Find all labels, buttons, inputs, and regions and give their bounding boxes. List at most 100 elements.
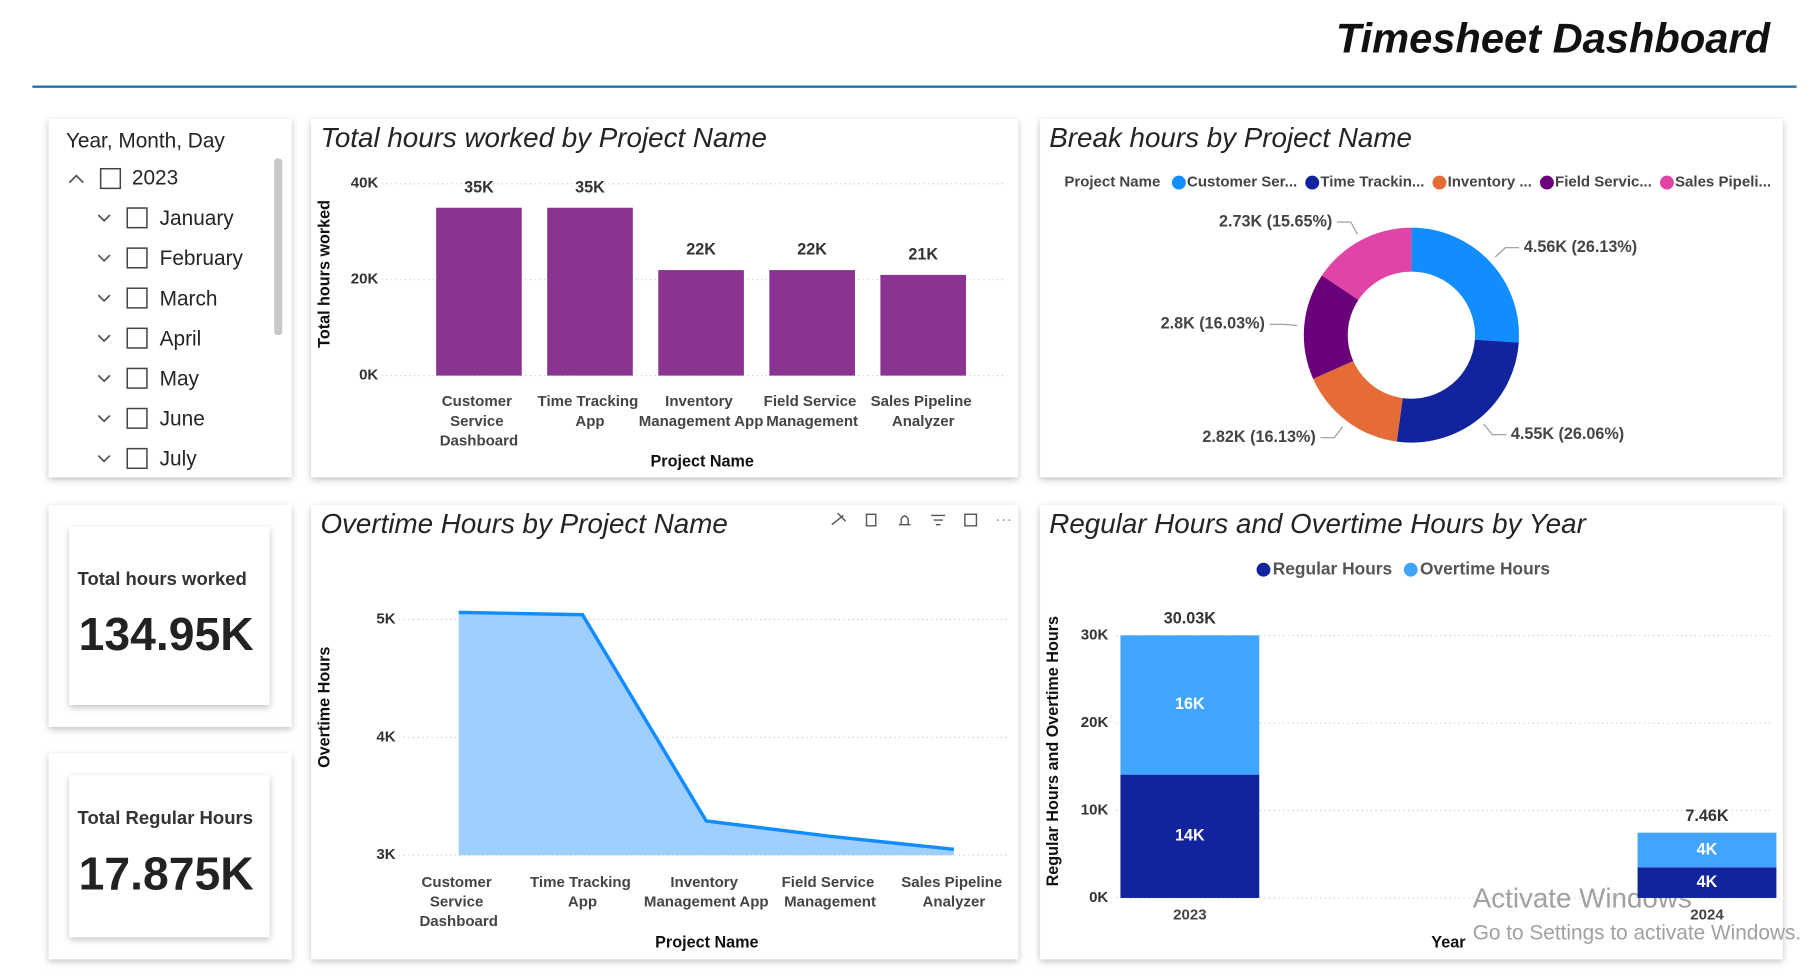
checkbox[interactable]: [126, 447, 148, 470]
data-label: 4K: [1697, 873, 1718, 891]
y-tick-label: 10K: [1081, 801, 1109, 818]
donut-slice: [1321, 227, 1412, 300]
slicer-item[interactable]: May: [160, 367, 200, 390]
expand-chevron[interactable]: [97, 454, 111, 463]
bar: [769, 270, 855, 376]
legend: Regular Hours Overtime Hours: [1256, 558, 1550, 578]
y-tick-label: 0K: [1089, 889, 1108, 906]
checkbox[interactable]: [126, 247, 148, 269]
x-tick-label: Customer Service Dashboard: [440, 393, 518, 449]
data-label: 2.8K (16.03%): [1161, 315, 1265, 333]
leader-line: [1320, 426, 1344, 439]
chart-title: Overtime Hours by Project Name: [320, 508, 727, 539]
slicer-item[interactable]: 2023: [132, 167, 178, 190]
legend-title: Project Name: [1064, 174, 1160, 191]
data-label: 22K: [686, 241, 716, 259]
card: [69, 526, 270, 705]
card-label: Total hours worked: [78, 568, 247, 589]
checkbox[interactable]: [126, 367, 148, 389]
legend-label: Field Servic...: [1555, 174, 1652, 191]
dashboard-title: Timesheet Dashboard: [1336, 15, 1772, 62]
visual-header-icons: [831, 512, 1010, 527]
card: [69, 775, 270, 938]
pin-icon[interactable]: [831, 512, 847, 526]
bar: [880, 274, 967, 376]
legend-label: Customer Ser...: [1187, 174, 1297, 191]
chart-title: Break hours by Project Name: [1049, 122, 1412, 153]
scrollbar[interactable]: [274, 158, 283, 336]
x-tick-label: Time Tracking App: [538, 393, 643, 430]
donut-slice: [1396, 339, 1519, 443]
data-label: 2.82K (16.13%): [1202, 428, 1315, 446]
x-tick-label: 2023: [1173, 906, 1206, 923]
legend-marker: [1305, 175, 1320, 190]
x-tick-label: Customer Service Dashboard: [419, 874, 497, 930]
x-axis-title: Year: [1431, 933, 1466, 951]
donut-slice: [1411, 227, 1519, 343]
legend-marker: [1432, 175, 1447, 190]
slicer-item[interactable]: July: [160, 448, 198, 471]
expand-chevron[interactable]: [97, 414, 111, 423]
legend-label: Overtime Hours: [1420, 558, 1550, 578]
focus-icon[interactable]: [964, 513, 978, 527]
card-value: 17.875K: [79, 847, 254, 899]
data-label: 4.55K (26.06%): [1511, 425, 1624, 443]
legend-marker: [1403, 562, 1418, 577]
bar: [658, 270, 744, 376]
y-tick-label: 20K: [351, 271, 379, 288]
leader-line: [1494, 247, 1520, 258]
expand-chevron[interactable]: [97, 374, 111, 383]
data-label: 4.56K (26.13%): [1524, 238, 1637, 256]
slicer-item[interactable]: February: [160, 247, 244, 270]
expand-chevron[interactable]: [97, 254, 111, 263]
expand-chevron[interactable]: [97, 334, 111, 343]
alert-icon[interactable]: [898, 515, 911, 526]
card-label: Total Regular Hours: [78, 807, 254, 828]
expand-chevron[interactable]: [97, 214, 111, 222]
bar-segment: [1120, 635, 1260, 775]
bar-segment: [1120, 774, 1260, 898]
y-tick-label: 5K: [376, 610, 395, 627]
y-axis-title: Total hours worked: [315, 200, 333, 348]
slicer-item[interactable]: March: [160, 287, 218, 310]
checkbox[interactable]: [126, 287, 148, 309]
filter-icon[interactable]: [931, 514, 946, 526]
checkbox[interactable]: [126, 407, 148, 429]
legend-marker: [1171, 175, 1186, 190]
checkbox[interactable]: [99, 167, 122, 190]
checkbox[interactable]: [126, 207, 148, 229]
legend-label: Sales Pipeli...: [1675, 174, 1771, 191]
donut-slice: [1303, 275, 1359, 379]
chart-title: Regular Hours and Overtime Hours by Year: [1049, 508, 1587, 539]
slicer-panel: [48, 119, 292, 478]
copy-icon[interactable]: [865, 513, 877, 527]
x-axis-title: Project Name: [655, 933, 758, 951]
collapse-chevron[interactable]: [68, 174, 84, 184]
data-label: 2.73K (15.65%): [1219, 212, 1332, 230]
slicer-item[interactable]: April: [160, 327, 202, 350]
line: [458, 610, 955, 852]
legend-label: Inventory ...: [1448, 174, 1532, 191]
x-tick-label: Time Tracking App: [530, 874, 635, 911]
panel: [311, 505, 1019, 960]
leader-line: [1336, 221, 1358, 235]
data-label: 14K: [1175, 827, 1205, 845]
checkbox[interactable]: [126, 327, 148, 349]
y-axis-title: Overtime Hours: [315, 647, 333, 768]
y-tick-label: 30K: [1081, 627, 1109, 644]
slicer-item[interactable]: January: [160, 207, 235, 230]
expand-chevron[interactable]: [97, 294, 111, 303]
legend-label: Regular Hours: [1273, 558, 1392, 578]
x-tick-label: Field Service Management: [782, 874, 879, 911]
x-tick-label: Field Service Management: [764, 393, 861, 430]
data-label: 35K: [464, 178, 494, 196]
legend-marker: [1659, 175, 1674, 190]
card-value: 134.95K: [79, 608, 254, 660]
x-tick-label: Inventory Management App: [644, 874, 769, 911]
data-label: 22K: [797, 241, 827, 259]
y-tick-label: 0K: [359, 367, 378, 384]
x-tick-label: Sales Pipeline Analyzer: [901, 874, 1006, 911]
slicer-item[interactable]: June: [160, 408, 205, 431]
watermark-text: Go to Settings to activate Windows.: [1473, 921, 1801, 944]
